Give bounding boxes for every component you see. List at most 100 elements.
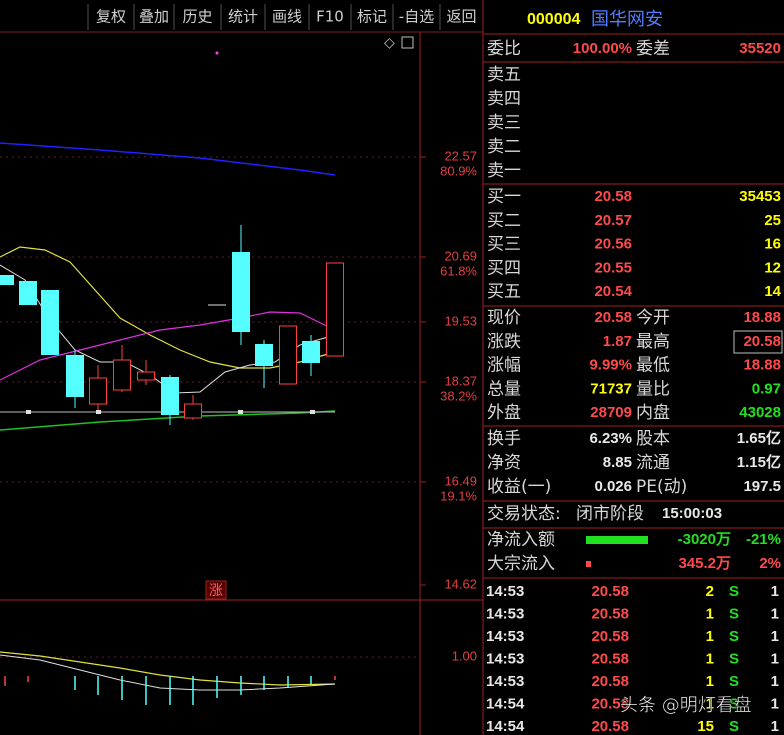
indicator-label: 1.00 [452,648,477,663]
tick-time: 14:53 [486,628,524,645]
tick-price: 20.58 [591,695,629,712]
tick-side: S [729,718,739,735]
candle [161,377,179,415]
ma-line [0,246,336,369]
value: 71737 [590,380,632,397]
label: 卖五 [487,65,521,85]
value: 43028 [739,404,781,421]
label: 委比 [487,39,521,59]
tick-count: 1 [771,718,779,735]
label: 闭市阶段 [576,504,644,524]
tick-side: S [729,628,739,645]
stock-name: 国华网安 [591,9,663,30]
tick-side: S [729,650,739,667]
highlight-box [733,330,783,354]
label: 卖三 [487,113,521,133]
candle [19,281,37,305]
toolbar-button[interactable]: 历史 [182,8,212,26]
tick-side: S [729,583,739,600]
dot [215,51,219,55]
candle [66,355,84,397]
bid-volume: 12 [764,259,781,276]
ma-line [0,311,336,381]
label: 委差 [636,39,670,59]
toolbar-button[interactable]: F10 [316,8,344,26]
label: PE(动) [636,477,687,497]
window-icon[interactable] [401,36,414,49]
candle [279,325,297,385]
pct-label: 19.1% [440,488,477,503]
bid-volume: 14 [764,283,781,300]
toolbar-button[interactable]: 复权 [96,8,126,26]
tick-price: 20.58 [591,650,629,667]
label: 流通 [636,453,670,473]
diamond-icon[interactable]: ◇ [384,35,395,51]
toolbar: 复权 叠加 历史 统计 画线 F10 标记 -自选 返回 [87,4,477,30]
label: 今开 [636,308,670,328]
tick-count: 1 [771,650,779,667]
toolbar-button[interactable]: 返回 [446,8,476,26]
value: 28709 [590,404,632,421]
tick-count: 1 [771,673,779,690]
tick-time: 14:53 [486,583,524,600]
tick-time: 14:54 [486,718,525,735]
indicator-line [0,651,336,686]
stock-code: 000004 [527,11,580,28]
tick-price: 20.58 [591,673,629,690]
label: 股本 [636,429,670,449]
indicator-bars [74,676,312,705]
value: 1.87 [603,333,632,350]
toolbar-button[interactable]: 标记 [357,8,387,26]
bid-volume: 25 [764,212,781,229]
toolbar-button[interactable]: 画线 [272,8,302,26]
pct-label: 80.9% [440,163,477,178]
value: 18.88 [743,357,781,374]
value: 0.97 [752,380,781,397]
value: 20.58 [743,333,781,350]
tick-time: 14:54 [486,695,525,712]
label: 涨跌 [487,332,521,352]
tick-price: 20.58 [591,718,629,735]
value: 1.65亿 [737,429,781,447]
tick-count: 1 [771,583,779,600]
value: -21% [746,531,781,548]
value: 197.5 [743,478,781,495]
dot [96,410,101,414]
bid-price: 20.54 [594,283,632,300]
bid-price: 20.58 [594,188,632,205]
dot [26,410,31,414]
label: 换手 [487,429,521,449]
label: 内盘 [636,403,670,423]
toolbar-button[interactable]: 统计 [228,8,258,26]
dot [238,410,243,414]
marker-box [205,580,227,600]
price-label: 19.53 [444,313,477,328]
ma-line [0,142,336,176]
label: 最低 [636,356,670,376]
tick-count: 1 [771,605,779,622]
tick-price: 20.58 [591,605,629,622]
value: 20.58 [594,309,632,326]
value: 6.23% [589,430,632,447]
label: 现价 [487,308,521,328]
label: 净资 [487,453,521,473]
price-label: 14.62 [444,576,477,591]
candle [302,341,320,363]
value: -3020万 [678,531,731,548]
label: 涨幅 [487,356,521,376]
status-time: 15:00:03 [662,505,722,522]
candle [41,290,59,355]
value: 35520 [739,40,781,57]
label: 总量 [487,379,521,399]
tick-volume: 1 [706,628,714,645]
watermark: 头条 @明灯看盘 [620,695,752,716]
grid [0,156,420,658]
value: 345.2万 [678,555,731,572]
toolbar-button[interactable]: -自选 [399,8,434,26]
tick-time: 14:53 [486,650,524,667]
tick-volume: 1 [706,650,714,667]
label: 买五 [487,282,521,302]
tick-price: 20.58 [591,583,629,600]
candles [0,225,344,425]
toolbar-button[interactable]: 叠加 [139,8,169,26]
